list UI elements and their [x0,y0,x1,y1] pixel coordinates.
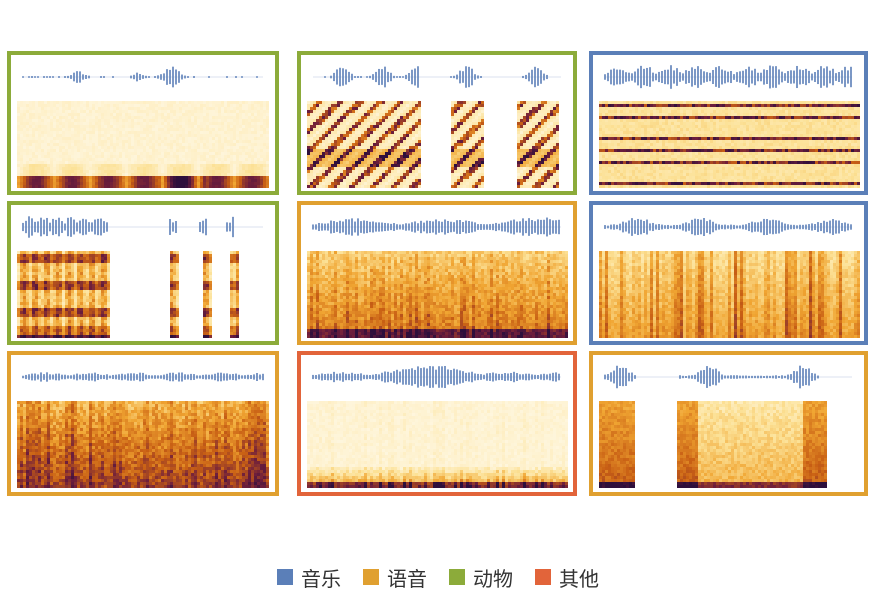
spectrogram-panel-animal [297,51,577,195]
waveform-and-spectrogram [17,216,263,338]
waveform [22,216,263,238]
legend-item-animal: 动物 [449,563,513,592]
spectrogram [599,101,860,188]
spectrogram-panel-music [589,51,868,195]
spectrogram [599,251,860,338]
spectrogram-panel-animal [7,201,279,345]
spectrogram [307,401,568,488]
legend-swatch-speech [363,569,379,585]
spectrogram-panel-speech [7,351,279,496]
spectrogram [599,401,827,488]
legend-item-speech: 语音 [363,563,427,592]
spectrogram-panel-music [589,201,868,345]
waveform-and-spectrogram [599,365,852,488]
spectrogram [307,251,568,338]
legend-label-animal: 动物 [473,563,513,592]
waveform [604,217,852,237]
spectrogram [17,401,269,488]
legend-swatch-animal [449,569,465,585]
spectrogram-panel-animal [7,51,279,195]
legend-label-speech: 语音 [387,563,427,592]
spectrogram-panel-speech [297,201,577,345]
spectrogram [17,101,269,188]
spectrogram-panel-other [297,351,577,496]
spectrogram-panel-speech [589,351,868,496]
waveform-and-spectrogram [599,65,860,188]
legend-swatch-other [535,569,551,585]
waveform-and-spectrogram [599,217,860,338]
waveform-and-spectrogram [307,365,568,488]
waveform [313,66,561,88]
waveform [604,65,852,89]
waveform [22,66,263,88]
legend-item-other: 其他 [535,563,599,592]
waveform [604,365,852,389]
waveform-and-spectrogram [307,217,568,338]
legend-label-other: 其他 [559,563,599,592]
waveform-and-spectrogram [17,372,269,488]
legend: 音乐 语音 动物 其他 [0,562,876,592]
spectrogram [307,101,559,188]
waveform-and-spectrogram [307,66,561,188]
waveform [312,365,561,389]
waveform [312,217,561,237]
legend-label-music: 音乐 [301,563,341,592]
spectrogram [17,251,239,338]
waveform-and-spectrogram [17,66,269,188]
waveform [22,372,264,382]
spectrogram-grid [7,51,868,496]
legend-swatch-music [277,569,293,585]
legend-item-music: 音乐 [277,563,341,592]
